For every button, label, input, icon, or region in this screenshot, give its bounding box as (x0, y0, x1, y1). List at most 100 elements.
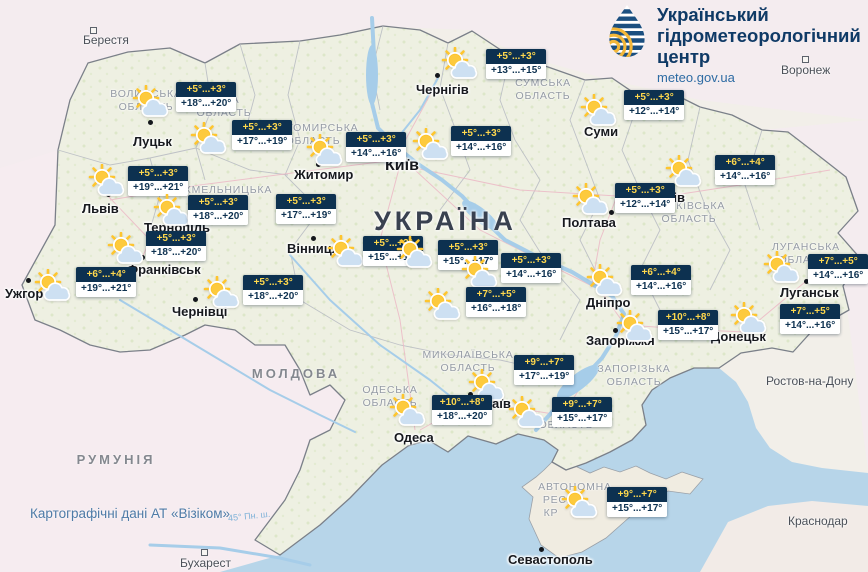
city-label: Суми (584, 124, 619, 139)
partly-cloudy-icon (410, 127, 450, 162)
night-temp: +5°...+3° (501, 253, 562, 268)
day-temp: +18°...+20° (432, 410, 493, 425)
region-label: СУМСЬКА ОБЛАСТЬ (515, 77, 571, 102)
forecast-badge-frankivsk: +5°...+3° +18°...+20° (146, 231, 207, 261)
country-label: МОЛДОВА (251, 366, 341, 381)
partly-cloudy-icon (422, 287, 462, 322)
forecast-badge-kropyvnytskyi: +7°...+5° +16°...+18° (466, 287, 527, 317)
forecast-badge-odesa: +10°...+8° +18°...+20° (432, 395, 493, 425)
logo-site-link[interactable]: meteo.gov.ua (657, 70, 735, 85)
day-temp: +16°...+18° (466, 302, 527, 317)
night-temp: +7°...+5° (808, 254, 868, 269)
night-temp: +5°...+3° (276, 194, 337, 209)
foreign-city-label: Краснодар (788, 514, 848, 528)
partly-cloudy-icon (387, 393, 427, 428)
city-label: Луганськ (780, 285, 839, 300)
partly-cloudy-icon (663, 154, 703, 189)
forecast-badge-vinnytsia: +5°...+3° +17°...+19° (276, 194, 337, 224)
city-label: Полтава (562, 215, 616, 230)
partly-cloudy-icon (614, 309, 654, 344)
forecast-badge-kyiv: +5°...+3° +14°...+16° (451, 126, 512, 156)
partly-cloudy-icon (439, 46, 479, 81)
partly-cloudy-icon (325, 234, 365, 269)
region-label: ЗАПОРІЗЬКА ОБЛАСТЬ (597, 363, 671, 388)
city-label: Франківськ (127, 262, 201, 277)
partly-cloudy-icon (570, 182, 610, 217)
day-temp: +15°...+17° (552, 412, 613, 427)
day-temp: +18°...+20° (243, 290, 304, 305)
city-marker (435, 73, 440, 78)
region-label: ХМЕЛЬНИЦЬКА (183, 184, 273, 196)
forecast-badge-sumy: +5°...+3° +12°...+14° (624, 90, 685, 120)
forecast-badge-donetsk: +7°...+5° +14°...+16° (780, 304, 841, 334)
foreign-city-label: Ростов-на-Дону (766, 374, 854, 388)
city-marker (311, 236, 316, 241)
night-temp: +5°...+3° (232, 120, 293, 135)
partly-cloudy-icon (151, 193, 191, 228)
forecast-badge-zhytomyr: +5°...+3° +14°...+16° (346, 132, 407, 162)
night-temp: +5°...+3° (438, 240, 499, 255)
forecast-badge-kharkiv: +6°...+4° +14°...+16° (715, 155, 776, 185)
day-temp: +14°...+16° (451, 141, 512, 156)
forecast-badge-ternopil: +5°...+3° +18°...+20° (188, 195, 249, 225)
region-label: КР (543, 507, 559, 519)
forecast-badge-lviv: +5°...+3° +19°...+21° (128, 166, 189, 196)
day-temp: +18°...+20° (176, 97, 237, 112)
day-temp: +14°...+16° (631, 280, 692, 295)
city-label: Одеса (394, 430, 434, 445)
foreign-city-label: Берестя (83, 33, 129, 47)
foreign-city-marker (90, 27, 97, 34)
partly-cloudy-icon (86, 163, 126, 198)
night-temp: +5°...+3° (486, 49, 547, 64)
city-label: Вінниця (287, 241, 340, 256)
partly-cloudy-icon (188, 121, 228, 156)
forecast-badge-chernihiv: +5°...+3° +13°...+15° (486, 49, 547, 79)
night-temp: +5°...+3° (176, 82, 237, 97)
forecast-badge-zaporizhzhia: +10°...+8° +15°...+17° (658, 310, 719, 340)
day-temp: +19°...+21° (128, 181, 189, 196)
night-temp: +5°...+3° (188, 195, 249, 210)
day-temp: +15°...+17° (658, 325, 719, 340)
city-label: Житомир (294, 167, 354, 182)
night-temp: +5°...+3° (346, 132, 407, 147)
day-temp: +17°...+19° (514, 370, 575, 385)
day-temp: +17°...+19° (276, 209, 337, 224)
partly-cloudy-icon (728, 301, 768, 336)
foreign-city-marker (802, 56, 809, 63)
night-temp: +10°...+8° (658, 310, 719, 325)
forecast-badge-dnipro: +6°...+4° +14°...+16° (631, 265, 692, 295)
city-label: Луцьк (133, 134, 172, 149)
night-temp: +6°...+4° (715, 155, 776, 170)
night-temp: +5°...+3° (624, 90, 685, 105)
forecast-badge-rivne: +5°...+3° +17°...+19° (232, 120, 293, 150)
day-temp: +12°...+14° (624, 105, 685, 120)
night-temp: +9°...+7° (607, 487, 668, 502)
partly-cloudy-icon (459, 255, 499, 290)
day-temp: +19°...+21° (76, 282, 137, 297)
partly-cloudy-icon (130, 84, 170, 119)
forecast-badge-chernivtsi: +5°...+3° +18°...+20° (243, 275, 304, 305)
partly-cloudy-icon (394, 235, 434, 270)
forecast-badge-cherkasy: +5°...+3° +14°...+16° (501, 253, 562, 283)
night-temp: +9°...+7° (514, 355, 575, 370)
forecast-badge-uzhhorod: +6°...+4° +19°...+21° (76, 267, 137, 297)
foreign-city-label: Воронеж (781, 63, 831, 77)
partly-cloudy-icon (304, 133, 344, 168)
night-temp: +10°...+8° (432, 395, 493, 410)
forecast-badge-luhansk: +7°...+5° +14°...+16° (808, 254, 868, 284)
forecast-badge-mykolaiv: +9°...+7° +17°...+19° (514, 355, 575, 385)
forecast-badge-volyn: +5°...+3° +18°...+20° (176, 82, 237, 112)
partly-cloudy-icon (506, 395, 546, 430)
day-temp: +17°...+19° (232, 135, 293, 150)
city-label: Львів (82, 201, 119, 216)
forecast-badge-kherson: +9°...+7° +15°...+17° (552, 397, 613, 427)
day-temp: +15°...+17° (607, 502, 668, 517)
day-temp: +14°...+16° (501, 268, 562, 283)
partly-cloudy-icon (761, 250, 801, 285)
day-temp: +12°...+14° (615, 198, 676, 213)
foreign-city-marker (201, 549, 208, 556)
partly-cloudy-icon (32, 268, 72, 303)
org-name: Український гідрометеорологічний центр (657, 4, 861, 67)
night-temp: +5°...+3° (615, 183, 676, 198)
